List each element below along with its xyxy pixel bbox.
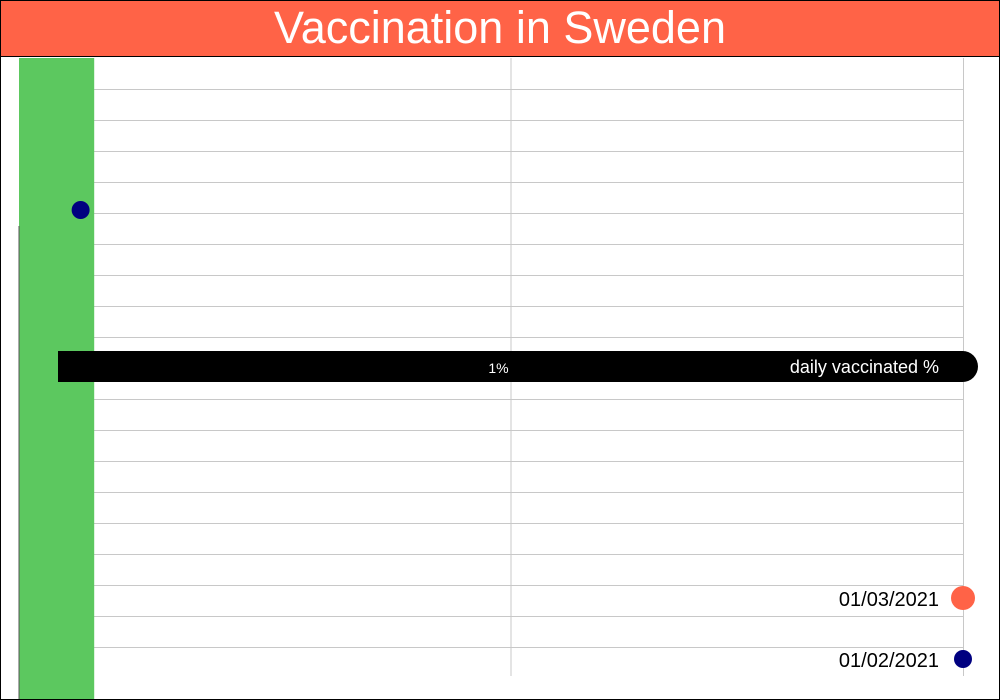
- data-point: [71, 201, 90, 219]
- chart-title: Vaccination in Sweden: [274, 1, 726, 53]
- x-axis-title: daily vaccinated %: [790, 357, 939, 377]
- x-tick-label: 1%: [488, 360, 508, 376]
- legend-marker: [951, 586, 975, 610]
- legend-label: 01/02/2021: [839, 650, 939, 672]
- legend-label: 01/03/2021: [839, 589, 939, 611]
- legend-marker: [954, 650, 972, 668]
- chart-title-bar: Vaccination in Sweden: [1, 1, 999, 57]
- x-axis-band: [58, 351, 978, 382]
